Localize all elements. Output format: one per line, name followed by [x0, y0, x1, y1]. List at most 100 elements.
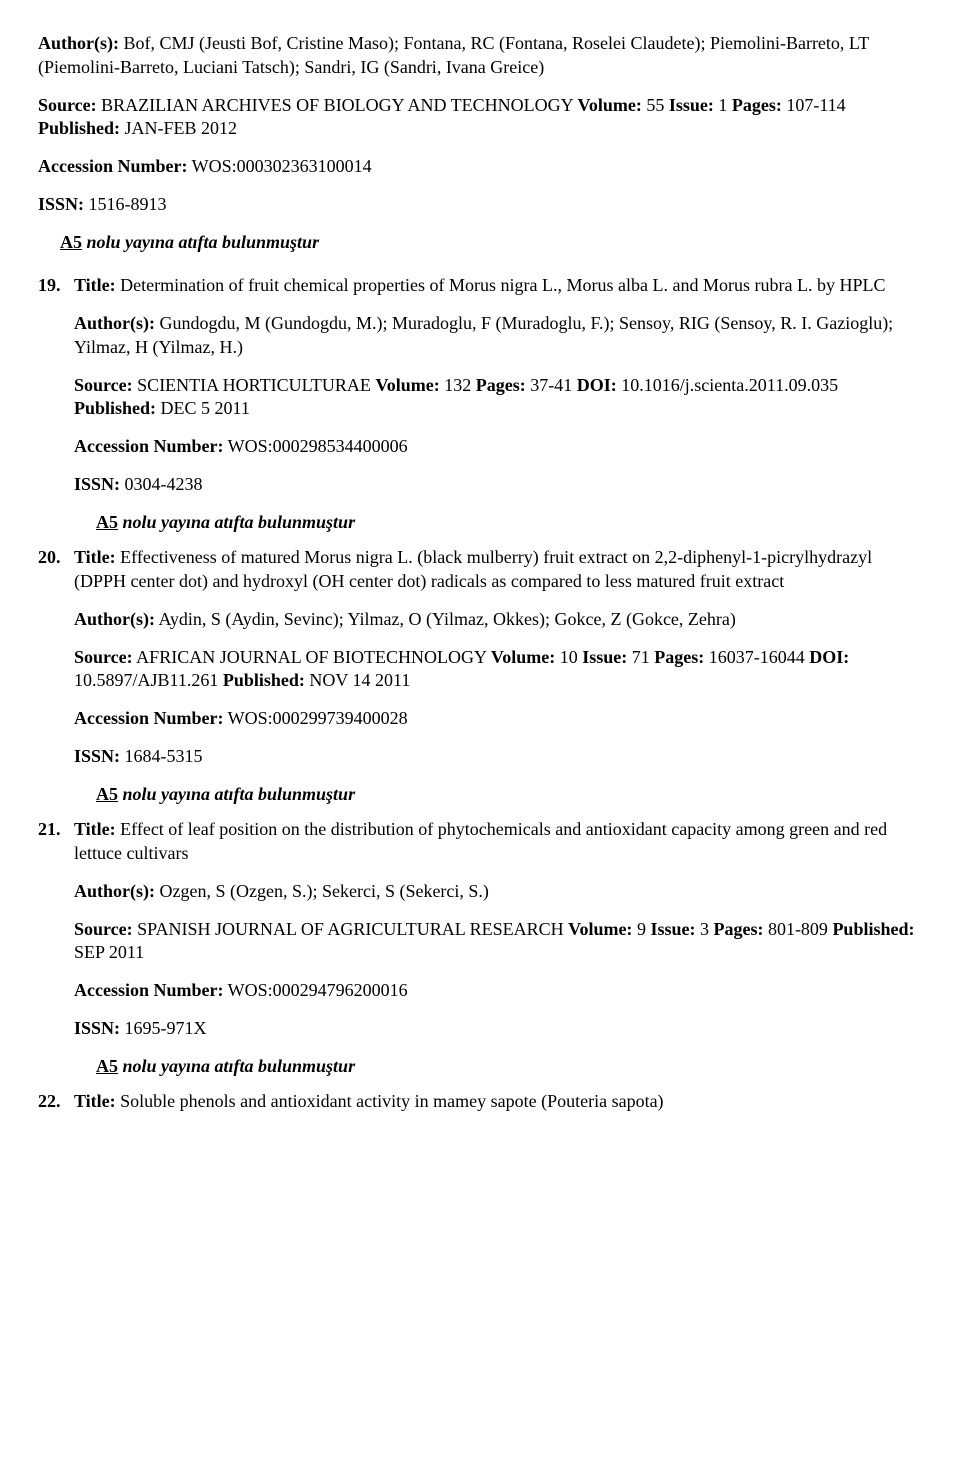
volume-value: 10: [555, 647, 582, 667]
source-name: SCIENTIA HORTICULTURAE: [133, 375, 376, 395]
issn-line: ISSN: 1684-5315: [74, 745, 922, 769]
issue-label: Issue:: [669, 95, 714, 115]
published-label: Published:: [223, 670, 305, 690]
volume-label: Volume:: [491, 647, 555, 667]
pages-value: 107-114: [782, 95, 846, 115]
accession-value: WOS:000298534400006: [223, 436, 407, 456]
source-line: Source: BRAZILIAN ARCHIVES OF BIOLOGY AN…: [38, 94, 922, 142]
issn-value: 1516-8913: [84, 194, 167, 214]
source-label: Source:: [74, 647, 133, 667]
issue-label: Issue:: [650, 919, 695, 939]
entry-number: 21.: [38, 818, 74, 842]
issn-line: ISSN: 1516-8913: [38, 193, 922, 217]
pages-value: 16037-16044: [704, 647, 809, 667]
authors-label: Author(s):: [38, 33, 119, 53]
source-name: SPANISH JOURNAL OF AGRICULTURAL RESEARCH: [133, 919, 568, 939]
published-value: NOV 14 2011: [305, 670, 411, 690]
issn-label: ISSN:: [74, 474, 120, 494]
published-value: JAN-FEB 2012: [120, 118, 237, 138]
pages-label: Pages:: [713, 919, 763, 939]
title-value: Determination of fruit chemical properti…: [116, 275, 886, 295]
entry-19: 19. Title: Determination of fruit chemic…: [38, 274, 922, 542]
authors-value: Gundogdu, M (Gundogdu, M.); Muradoglu, F…: [74, 313, 893, 357]
title-value: Effectiveness of matured Morus nigra L. …: [74, 547, 872, 591]
cite-code: A5: [96, 784, 118, 804]
title-label: Title:: [74, 275, 116, 295]
entry-number: 20.: [38, 546, 74, 570]
issn-label: ISSN:: [74, 1018, 120, 1038]
accession-line: Accession Number: WOS:000294796200016: [74, 979, 922, 1003]
title-label: Title:: [74, 819, 116, 839]
source-label: Source:: [38, 95, 97, 115]
accession-label: Accession Number:: [74, 708, 223, 728]
pages-label: Pages:: [476, 375, 526, 395]
published-label: Published:: [38, 118, 120, 138]
authors-value: Ozgen, S (Ozgen, S.); Sekerci, S (Sekerc…: [155, 881, 489, 901]
published-label: Published:: [74, 398, 156, 418]
accession-value: WOS:000302363100014: [187, 156, 371, 176]
accession-label: Accession Number:: [74, 436, 223, 456]
entry-number: 22.: [38, 1090, 74, 1114]
published-label: Published:: [832, 919, 914, 939]
issn-value: 1695-971X: [120, 1018, 207, 1038]
issn-line: ISSN: 1695-971X: [74, 1017, 922, 1041]
source-line: Source: AFRICAN JOURNAL OF BIOTECHNOLOGY…: [74, 646, 922, 694]
doi-label: DOI:: [809, 647, 849, 667]
entry-22: 22. Title: Soluble phenols and antioxida…: [38, 1090, 922, 1128]
cite-note: A5 nolu yayına atıfta bulunmuştur: [96, 783, 922, 807]
source-name: AFRICAN JOURNAL OF BIOTECHNOLOGY: [133, 647, 491, 667]
title-line: Title: Determination of fruit chemical p…: [74, 274, 922, 298]
authors-value: Aydin, S (Aydin, Sevinc); Yilmaz, O (Yil…: [155, 609, 736, 629]
source-label: Source:: [74, 375, 133, 395]
authors-line: Author(s): Gundogdu, M (Gundogdu, M.); M…: [74, 312, 922, 360]
issn-line: ISSN: 0304-4238: [74, 473, 922, 497]
source-name: BRAZILIAN ARCHIVES OF BIOLOGY AND TECHNO…: [97, 95, 578, 115]
accession-line: Accession Number: WOS:000298534400006: [74, 435, 922, 459]
issn-label: ISSN:: [74, 746, 120, 766]
volume-value: 132: [440, 375, 476, 395]
title-line: Title: Effectiveness of matured Morus ni…: [74, 546, 922, 594]
volume-label: Volume:: [578, 95, 642, 115]
volume-value: 9: [632, 919, 650, 939]
cite-rest: nolu yayına atıfta bulunmuştur: [118, 784, 355, 804]
title-value: Soluble phenols and antioxidant activity…: [116, 1091, 664, 1111]
pages-label: Pages:: [732, 95, 782, 115]
volume-value: 55: [642, 95, 669, 115]
doi-value: 10.5897/AJB11.261: [74, 670, 223, 690]
authors-label: Author(s):: [74, 881, 155, 901]
issue-value: 3: [695, 919, 713, 939]
published-value: SEP 2011: [74, 942, 144, 962]
cite-note: A5 nolu yayına atıfta bulunmuştur: [96, 1055, 922, 1079]
cite-note: A5 nolu yayına atıfta bulunmuştur: [60, 231, 922, 255]
authors-label: Author(s):: [74, 609, 155, 629]
cite-note: A5 nolu yayına atıfta bulunmuştur: [96, 511, 922, 535]
doi-value: 10.1016/j.scienta.2011.09.035: [617, 375, 838, 395]
authors-line: Author(s): Ozgen, S (Ozgen, S.); Sekerci…: [74, 880, 922, 904]
authors-line: Author(s): Bof, CMJ (Jeusti Bof, Cristin…: [38, 32, 922, 80]
authors-value: Bof, CMJ (Jeusti Bof, Cristine Maso); Fo…: [38, 33, 869, 77]
issue-value: 1: [714, 95, 732, 115]
volume-label: Volume:: [375, 375, 439, 395]
source-label: Source:: [74, 919, 133, 939]
entry-top: Author(s): Bof, CMJ (Jeusti Bof, Cristin…: [38, 32, 922, 254]
issn-label: ISSN:: [38, 194, 84, 214]
entry-21: 21. Title: Effect of leaf position on th…: [38, 818, 922, 1086]
title-line: Title: Soluble phenols and antioxidant a…: [74, 1090, 922, 1114]
accession-label: Accession Number:: [38, 156, 187, 176]
title-line: Title: Effect of leaf position on the di…: [74, 818, 922, 866]
authors-line: Author(s): Aydin, S (Aydin, Sevinc); Yil…: [74, 608, 922, 632]
title-value: Effect of leaf position on the distribut…: [74, 819, 887, 863]
source-line: Source: SCIENTIA HORTICULTURAE Volume: 1…: [74, 374, 922, 422]
title-label: Title:: [74, 1091, 116, 1111]
accession-value: WOS:000294796200016: [223, 980, 407, 1000]
pages-value: 801-809: [763, 919, 832, 939]
title-label: Title:: [74, 547, 116, 567]
pages-label: Pages:: [654, 647, 704, 667]
source-line: Source: SPANISH JOURNAL OF AGRICULTURAL …: [74, 918, 922, 966]
volume-label: Volume:: [568, 919, 632, 939]
doi-label: DOI:: [577, 375, 617, 395]
cite-rest: nolu yayına atıfta bulunmuştur: [82, 232, 319, 252]
cite-code: A5: [60, 232, 82, 252]
accession-line: Accession Number: WOS:000299739400028: [74, 707, 922, 731]
published-value: DEC 5 2011: [156, 398, 250, 418]
